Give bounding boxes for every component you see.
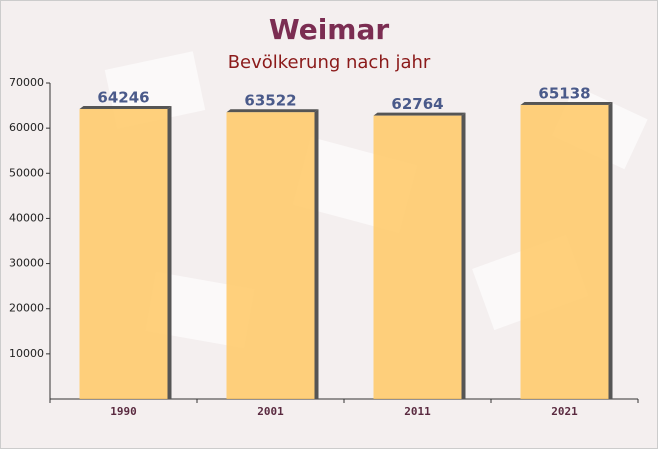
value-label: 62764 — [391, 95, 443, 113]
bar-shadow — [167, 105, 172, 400]
y-tick-label: 50000 — [9, 166, 44, 179]
bar-top — [79, 105, 172, 109]
value-label: 63522 — [244, 92, 296, 110]
bar-top — [520, 101, 613, 105]
x-tick-label: 2001 — [257, 405, 284, 418]
chart-subtitle: Bevölkerung nach jahr — [228, 52, 431, 73]
bar — [79, 108, 168, 400]
value-label: 65138 — [538, 84, 590, 102]
value-label: 64246 — [97, 88, 149, 106]
bar-top — [226, 109, 319, 113]
bar-top — [373, 112, 466, 116]
y-tick-label: 60000 — [9, 121, 44, 134]
bar — [373, 115, 462, 399]
bar — [520, 104, 609, 399]
x-tick-label: 2021 — [551, 405, 578, 418]
chart-title: Weimar — [269, 13, 390, 46]
y-tick-label: 40000 — [9, 211, 44, 224]
y-tick-label: 10000 — [9, 347, 44, 360]
y-tick-label: 20000 — [9, 302, 44, 315]
y-tick-label: 30000 — [9, 257, 44, 270]
bar — [226, 112, 315, 400]
y-tick-label: 70000 — [9, 76, 44, 89]
bar-shadow — [314, 109, 319, 400]
bar-shadow — [608, 101, 613, 399]
x-tick-label: 2011 — [404, 405, 431, 418]
x-tick-label: 1990 — [110, 405, 137, 418]
bar-shadow — [461, 112, 466, 399]
